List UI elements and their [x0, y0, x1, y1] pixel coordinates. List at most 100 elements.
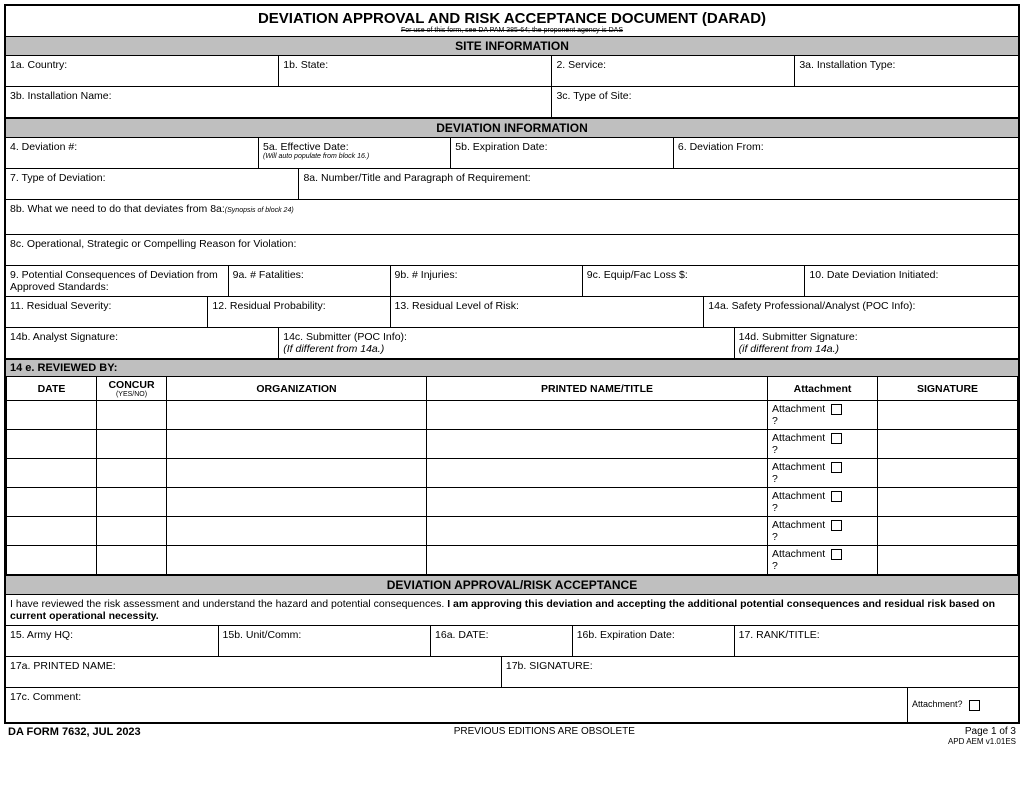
- field-17a[interactable]: 17a. PRINTED NAME:: [6, 657, 502, 687]
- table-cell[interactable]: Attachment?: [768, 488, 878, 517]
- section-site-info: SITE INFORMATION: [6, 36, 1018, 56]
- obsolete-note: PREVIOUS EDITIONS ARE OBSOLETE: [141, 726, 948, 737]
- table-cell[interactable]: [97, 517, 167, 546]
- field-17[interactable]: 17. RANK/TITLE:: [735, 626, 1018, 656]
- table-row[interactable]: Attachment?: [7, 459, 1018, 488]
- field-17b[interactable]: 17b. SIGNATURE:: [502, 657, 1018, 687]
- row-3b: 3b. Installation Name: 3c. Type of Site:: [6, 87, 1018, 118]
- field-1b[interactable]: 1b. State:: [279, 56, 552, 86]
- field-8b[interactable]: 8b. What we need to do that deviates fro…: [6, 200, 1018, 234]
- field-14a[interactable]: 14a. Safety Professional/Analyst (POC In…: [704, 297, 1018, 327]
- field-10[interactable]: 10. Date Deviation Initiated:: [805, 266, 1018, 296]
- checkbox-icon[interactable]: [831, 520, 842, 531]
- review-header-row: DATE CONCUR (YES/NO) ORGANIZATION PRINTE…: [7, 377, 1018, 401]
- table-cell[interactable]: [878, 517, 1018, 546]
- checkbox-icon[interactable]: [831, 404, 842, 415]
- field-11[interactable]: 11. Residual Severity:: [6, 297, 208, 327]
- row-17a: 17a. PRINTED NAME: 17b. SIGNATURE:: [6, 657, 1018, 688]
- field-12[interactable]: 12. Residual Probability:: [208, 297, 390, 327]
- table-cell[interactable]: Attachment?: [768, 459, 878, 488]
- table-cell[interactable]: [427, 401, 768, 430]
- field-13[interactable]: 13. Residual Level of Risk:: [391, 297, 705, 327]
- checkbox-icon[interactable]: [831, 549, 842, 560]
- table-row[interactable]: Attachment?: [7, 517, 1018, 546]
- col-concur: CONCUR (YES/NO): [97, 377, 167, 401]
- table-cell[interactable]: [97, 430, 167, 459]
- table-cell[interactable]: [167, 517, 427, 546]
- field-9b[interactable]: 9b. # Injuries:: [391, 266, 583, 296]
- row-8c: 8c. Operational, Strategic or Compelling…: [6, 235, 1018, 266]
- field-9c[interactable]: 9c. Equip/Fac Loss $:: [583, 266, 806, 296]
- table-cell[interactable]: [7, 459, 97, 488]
- table-cell[interactable]: Attachment?: [768, 517, 878, 546]
- table-cell[interactable]: Attachment?: [768, 401, 878, 430]
- field-17c[interactable]: 17c. Comment:: [6, 688, 908, 722]
- darad-form: DEVIATION APPROVAL AND RISK ACCEPTANCE D…: [4, 4, 1020, 724]
- table-cell[interactable]: [427, 459, 768, 488]
- table-cell[interactable]: [878, 430, 1018, 459]
- field-7[interactable]: 7. Type of Deviation:: [6, 169, 299, 199]
- field-3b[interactable]: 3b. Installation Name:: [6, 87, 552, 117]
- checkbox-icon[interactable]: [831, 433, 842, 444]
- section-approval: DEVIATION APPROVAL/RISK ACCEPTANCE: [6, 575, 1018, 595]
- field-5b[interactable]: 5b. Expiration Date:: [451, 138, 674, 168]
- table-cell[interactable]: [878, 401, 1018, 430]
- table-cell[interactable]: [167, 401, 427, 430]
- table-cell[interactable]: [878, 546, 1018, 575]
- form-title: DEVIATION APPROVAL AND RISK ACCEPTANCE D…: [6, 6, 1018, 27]
- field-17c-attachment[interactable]: Attachment?: [908, 688, 1018, 722]
- field-6[interactable]: 6. Deviation From:: [674, 138, 1018, 168]
- table-cell[interactable]: [878, 488, 1018, 517]
- field-14c[interactable]: 14c. Submitter (POC Info): (If different…: [279, 328, 734, 358]
- field-15b[interactable]: 15b. Unit/Comm:: [219, 626, 432, 656]
- table-row[interactable]: Attachment?: [7, 401, 1018, 430]
- table-row[interactable]: Attachment?: [7, 546, 1018, 575]
- checkbox-icon[interactable]: [969, 700, 980, 711]
- table-cell[interactable]: Attachment?: [768, 546, 878, 575]
- table-cell[interactable]: [427, 546, 768, 575]
- row-7: 7. Type of Deviation: 8a. Number/Title a…: [6, 169, 1018, 200]
- table-cell[interactable]: [7, 401, 97, 430]
- field-4[interactable]: 4. Deviation #:: [6, 138, 259, 168]
- table-cell[interactable]: [7, 546, 97, 575]
- field-3a[interactable]: 3a. Installation Type:: [795, 56, 1018, 86]
- field-16a[interactable]: 16a. DATE:: [431, 626, 573, 656]
- form-subtitle: For use of this form, see DA PAM 385-64;…: [6, 27, 1018, 36]
- table-cell[interactable]: [427, 488, 768, 517]
- field-15[interactable]: 15. Army HQ:: [6, 626, 219, 656]
- table-cell[interactable]: [167, 459, 427, 488]
- field-1a[interactable]: 1a. Country:: [6, 56, 279, 86]
- field-14d[interactable]: 14d. Submitter Signature: (if different …: [735, 328, 1018, 358]
- table-cell[interactable]: [7, 430, 97, 459]
- field-8a[interactable]: 8a. Number/Title and Paragraph of Requir…: [299, 169, 1018, 199]
- row-4: 4. Deviation #: 5a. Effective Date: (Wil…: [6, 138, 1018, 169]
- table-cell[interactable]: [167, 488, 427, 517]
- field-2[interactable]: 2. Service:: [552, 56, 795, 86]
- table-cell[interactable]: [7, 517, 97, 546]
- table-cell[interactable]: [427, 517, 768, 546]
- table-cell[interactable]: [97, 546, 167, 575]
- approval-statement: I have reviewed the risk assessment and …: [6, 595, 1018, 626]
- checkbox-icon[interactable]: [831, 462, 842, 473]
- col-date: DATE: [7, 377, 97, 401]
- field-3c[interactable]: 3c. Type of Site:: [552, 87, 1018, 117]
- field-14b[interactable]: 14b. Analyst Signature:: [6, 328, 279, 358]
- table-cell[interactable]: [97, 401, 167, 430]
- table-cell[interactable]: [167, 546, 427, 575]
- table-cell[interactable]: [878, 459, 1018, 488]
- checkbox-icon[interactable]: [831, 491, 842, 502]
- field-5a[interactable]: 5a. Effective Date: (Will auto populate …: [259, 138, 451, 168]
- field-9a[interactable]: 9a. # Fatalities:: [229, 266, 391, 296]
- table-cell[interactable]: [97, 488, 167, 517]
- field-16b[interactable]: 16b. Expiration Date:: [573, 626, 735, 656]
- table-cell[interactable]: [97, 459, 167, 488]
- table-cell[interactable]: Attachment?: [768, 430, 878, 459]
- row-17c: 17c. Comment: Attachment?: [6, 688, 1018, 722]
- table-cell[interactable]: [167, 430, 427, 459]
- table-row[interactable]: Attachment?: [7, 488, 1018, 517]
- table-cell[interactable]: [7, 488, 97, 517]
- field-8c[interactable]: 8c. Operational, Strategic or Compelling…: [6, 235, 1018, 265]
- table-cell[interactable]: [427, 430, 768, 459]
- table-row[interactable]: Attachment?: [7, 430, 1018, 459]
- row-14b: 14b. Analyst Signature: 14c. Submitter (…: [6, 328, 1018, 359]
